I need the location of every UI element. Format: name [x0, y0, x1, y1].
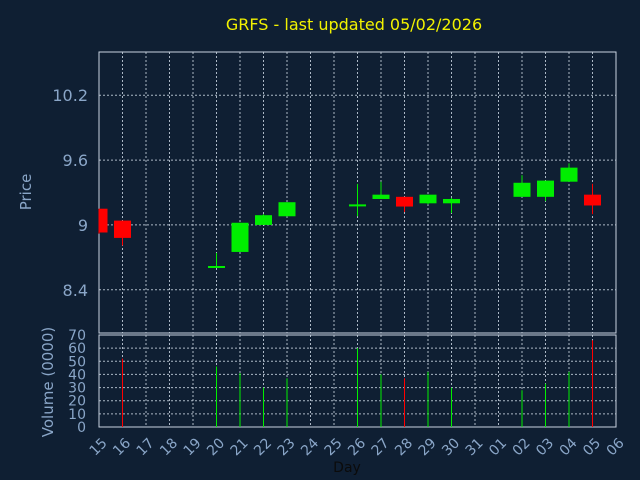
- candle-body: [349, 204, 366, 207]
- volume-tick-label: 50: [68, 354, 86, 370]
- candle-body: [278, 202, 296, 217]
- candle-body: [255, 215, 272, 225]
- day-tick-label: 04: [557, 435, 581, 459]
- chart-title: GRFS - last updated 05/02/2026: [226, 15, 482, 34]
- day-tick-label: 05: [580, 435, 604, 459]
- candle-body: [537, 180, 554, 197]
- day-tick-label: 03: [533, 435, 557, 459]
- candle-body: [443, 198, 460, 204]
- candle-body: [560, 167, 578, 182]
- day-tick-label: 15: [87, 435, 111, 459]
- price-tick-label: 9: [78, 216, 88, 235]
- price-tick-label: 9.6: [63, 151, 88, 170]
- volume-tick-label: 0: [77, 420, 86, 436]
- candle-body: [396, 196, 413, 207]
- day-tick-label: 29: [416, 435, 440, 459]
- candle-body: [419, 194, 437, 204]
- day-tick-label: 21: [228, 435, 252, 459]
- day-tick-label: 01: [486, 435, 510, 459]
- price-panel: 8.4 9 9.6 10.2: [52, 51, 617, 334]
- day-tick-label: 23: [275, 435, 299, 459]
- candle-body: [208, 265, 225, 268]
- day-axis-label: Day: [333, 460, 361, 476]
- volume-tick-label: 20: [68, 394, 86, 410]
- day-tick-label: 30: [439, 435, 463, 459]
- price-tick-label: 10.2: [52, 86, 88, 105]
- day-tick-label: 26: [345, 435, 369, 459]
- day-tick-label: 27: [369, 435, 393, 459]
- day-tick-label: 20: [204, 435, 228, 459]
- day-tick-label: 16: [110, 435, 134, 459]
- day-tick-label: 02: [510, 435, 534, 459]
- volume-tick-label: 60: [68, 341, 86, 357]
- price-tick-label: 8.4: [63, 281, 88, 300]
- candle-body: [372, 194, 390, 199]
- price-axis-label: Price: [17, 174, 35, 211]
- day-tick-label: 22: [251, 435, 275, 459]
- day-tick-label: 25: [322, 435, 346, 459]
- candle-body: [584, 194, 601, 206]
- day-tick-label: 19: [181, 435, 205, 459]
- candle-body: [99, 208, 108, 233]
- day-tick-label: 31: [463, 435, 487, 459]
- day-tick-label: 24: [298, 435, 322, 459]
- candle-body: [513, 182, 531, 197]
- volume-tick-label: 10: [68, 407, 86, 423]
- volume-tick-label: 40: [68, 367, 86, 383]
- day-tick-label: 17: [134, 435, 158, 459]
- day-tick-label: 18: [157, 435, 181, 459]
- volume-tick-label: 30: [68, 381, 86, 397]
- candle-body: [231, 222, 249, 252]
- day-tick-label: 06: [604, 435, 628, 459]
- volume-tick-label: 70: [68, 328, 86, 344]
- volume-axis-label: Volume (0000): [39, 327, 57, 437]
- candle-body: [114, 220, 131, 238]
- day-tick-label: 28: [392, 435, 416, 459]
